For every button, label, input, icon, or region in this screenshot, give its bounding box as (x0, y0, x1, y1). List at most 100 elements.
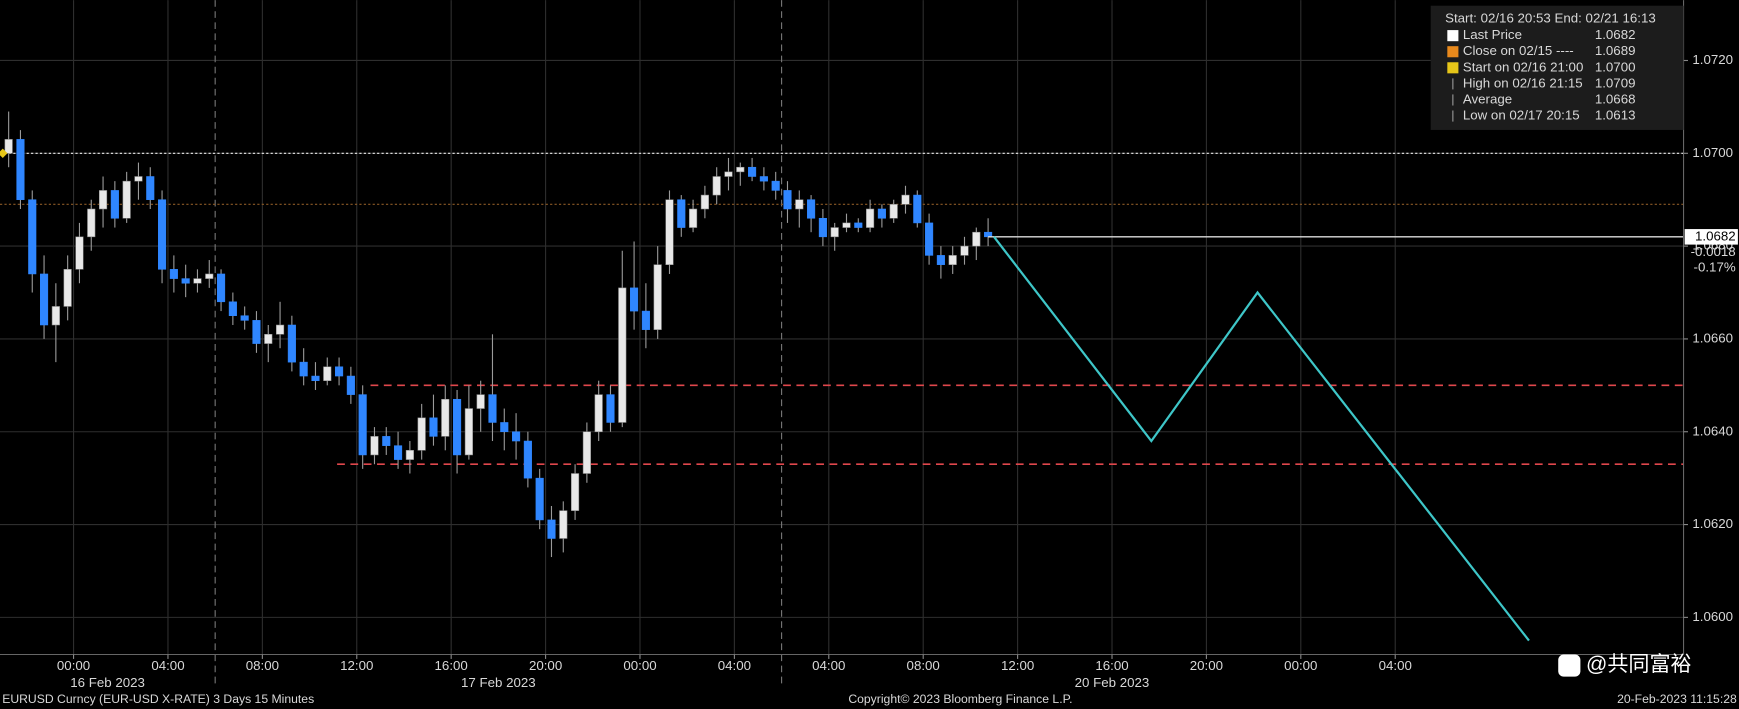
y-tick-label: 1.0700 (1692, 145, 1733, 160)
x-tick-label: 08:00 (907, 658, 940, 673)
x-tick-label: 16:00 (435, 658, 468, 673)
candle-body (441, 398, 450, 437)
legend: Start: 02/16 20:53 End: 02/21 16:13 Last… (1430, 5, 1684, 130)
legend-name: High on 02/16 21:15 (1463, 75, 1583, 90)
last-price-box (1684, 229, 1738, 245)
candle-body (807, 199, 816, 219)
x-tick-label: 12:00 (1001, 658, 1034, 673)
candle-body (594, 394, 603, 433)
candle-body (28, 199, 37, 275)
y-tick-label: 1.0720 (1692, 52, 1733, 67)
candle-body (264, 334, 273, 344)
candle-body (724, 171, 733, 177)
candle-body (40, 273, 49, 326)
candle-body (453, 398, 462, 456)
candle-body (689, 208, 698, 228)
candle-body (700, 194, 709, 210)
legend-box (1430, 5, 1684, 130)
last-price-label: 1.0682 (1695, 228, 1736, 243)
candle-body (158, 199, 167, 270)
candle-body (228, 301, 237, 317)
watermark-text: @共同富裕 (1586, 652, 1692, 676)
candle-body (523, 440, 532, 479)
candle-body (641, 310, 650, 330)
x-tick-label: 00:00 (1284, 658, 1317, 673)
grid (0, 0, 1684, 688)
candle-body (240, 315, 249, 321)
x-tick-label: 04:00 (151, 658, 184, 673)
candle-body (323, 366, 332, 381)
candle-body (205, 273, 214, 279)
x-tick-label: 20:00 (1190, 658, 1223, 673)
candle-body (252, 320, 261, 344)
candle-body (630, 287, 639, 312)
date-label: 17 Feb 2023 (461, 675, 536, 690)
candle-body (936, 255, 945, 265)
candle-body (960, 245, 969, 256)
candle-body (913, 194, 922, 224)
plot (0, 111, 1684, 642)
candle-body (736, 166, 745, 173)
candle-body (854, 222, 863, 228)
x-tick-label: 12:00 (340, 658, 373, 673)
candle-body (925, 222, 934, 256)
candle-body (287, 324, 296, 363)
legend-value: 1.0682 (1595, 27, 1636, 42)
candle-body (783, 190, 792, 210)
candle-body (877, 208, 886, 219)
legend-value: 1.0613 (1595, 108, 1636, 123)
candle-body (866, 208, 875, 228)
candle-body (759, 176, 768, 182)
legend-header: Start: 02/16 20:53 End: 02/21 16:13 (1445, 11, 1656, 26)
watermark: @共同富裕 (1558, 652, 1692, 677)
y-tick-label: 1.0660 (1692, 330, 1733, 345)
candle-body (311, 375, 320, 381)
candle-body (984, 231, 993, 238)
candle-body (559, 510, 568, 539)
candle-body (16, 139, 25, 200)
candle-body (476, 394, 485, 409)
footer-left: EURUSD Curncy (EUR-USD X-RATE) 3 Days 15… (2, 692, 314, 706)
candle-body (394, 445, 403, 460)
candle-body (547, 519, 556, 539)
candle-body (181, 278, 190, 284)
change-label: -0.0018 (1691, 244, 1736, 259)
legend-name: Close on 02/15 ---- (1463, 43, 1574, 58)
footer-right: 20-Feb-2023 11:15:28 (1617, 692, 1737, 706)
candle-body (370, 436, 379, 456)
x-tick-label: 16:00 (1095, 658, 1128, 673)
candle-body (99, 190, 108, 210)
candle-body (571, 473, 580, 511)
legend-value: 1.0689 (1595, 43, 1636, 58)
candle-body (818, 217, 827, 238)
candle-body (500, 422, 509, 433)
candle-body (512, 431, 521, 442)
y-tick-label: 1.0600 (1692, 609, 1733, 624)
candle-body (464, 408, 473, 456)
candle-body (606, 394, 615, 423)
candle-body (889, 204, 898, 219)
candle-body (193, 278, 202, 284)
candle-body (146, 176, 155, 200)
y-tick-label: 1.0620 (1692, 516, 1733, 531)
candle-body (771, 180, 780, 191)
candle-body (63, 269, 72, 307)
legend-swatch (1447, 62, 1459, 74)
candle-body (795, 199, 804, 210)
legend-name: Start on 02/16 21:00 (1463, 59, 1584, 74)
candle-body (87, 208, 96, 238)
candle-body (582, 431, 591, 474)
x-tick-label: 04:00 (1379, 658, 1412, 673)
watermark-icon (1558, 654, 1581, 677)
candle-body (665, 199, 674, 265)
candle-body (358, 394, 367, 456)
x-tick-label: 04:00 (718, 658, 751, 673)
candle-body (299, 361, 308, 377)
candle-body (677, 199, 686, 228)
footer-center: Copyright© 2023 Bloomberg Finance L.P. (848, 692, 1072, 706)
candle-body (830, 227, 839, 238)
candle-body (75, 236, 84, 270)
y-tick-label: 1.0640 (1692, 423, 1733, 438)
